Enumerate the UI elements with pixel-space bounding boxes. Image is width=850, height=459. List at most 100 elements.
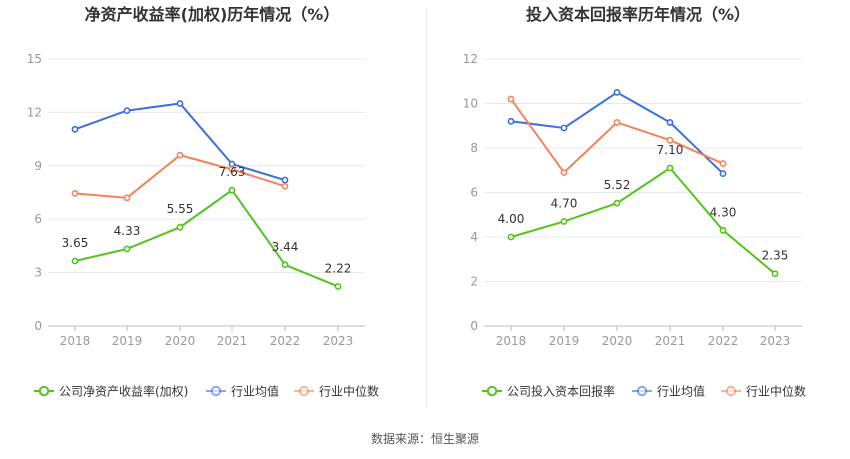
data-point-company: [719, 226, 727, 234]
legend-label: 行业均值: [231, 384, 279, 399]
data-label: 5.52: [604, 178, 631, 192]
x-tick-label: 2019: [549, 334, 580, 348]
data-point-company: [560, 218, 568, 225]
series-line-company: [510, 166, 776, 275]
y-tick-label: 3: [34, 266, 42, 280]
y-tick-label: 12: [27, 105, 42, 119]
data-point-median: [281, 182, 289, 190]
chart-divider: [426, 8, 427, 408]
legend-item-median: 行业中位数: [721, 384, 806, 399]
data-point-median: [613, 119, 621, 126]
legend-label: 行业中位数: [746, 384, 806, 399]
data-label: 3.65: [62, 236, 89, 250]
legend-item-avg: 行业均值: [206, 384, 279, 399]
series-line-avg: [510, 91, 724, 175]
legend-label: 行业中位数: [319, 384, 379, 399]
data-point-avg: [176, 100, 184, 107]
data-point-company: [334, 283, 342, 290]
data-label: 4.70: [551, 196, 578, 210]
data-point-median: [176, 151, 184, 159]
x-tick-label: 2019: [112, 334, 143, 348]
data-label: 2.35: [762, 249, 789, 263]
data-point-median: [560, 169, 568, 176]
y-tick-label: 0: [470, 319, 478, 333]
data-label: 4.00: [498, 212, 525, 226]
legend-label: 公司投入资本回报率: [507, 384, 615, 399]
y-tick-label: 4: [470, 230, 478, 244]
y-tick-label: 8: [470, 141, 478, 155]
data-label: 5.55: [167, 202, 194, 216]
data-point-median: [719, 160, 727, 167]
data-point-avg: [281, 176, 289, 184]
data-point-median: [666, 136, 674, 144]
legend-item-company: 公司投入资本回报率: [482, 384, 615, 399]
legend-marker: [486, 385, 498, 397]
y-tick-label: 12: [463, 52, 478, 66]
data-point-avg: [507, 117, 515, 125]
data-point-median: [507, 95, 515, 103]
data-point-avg: [71, 125, 79, 133]
data-point-avg: [666, 119, 674, 126]
x-tick-label: 2018: [496, 334, 527, 348]
y-tick-label: 2: [470, 275, 478, 289]
x-tick-label: 2018: [60, 334, 91, 348]
data-point-median: [123, 194, 131, 202]
data-point-avg: [719, 170, 727, 177]
legend-marker: [38, 385, 50, 397]
legend-marker: [298, 385, 310, 397]
x-tick-label: 2020: [165, 334, 196, 348]
data-label: 7.63: [219, 165, 246, 179]
data-point-median: [71, 189, 79, 197]
y-tick-label: 6: [470, 186, 478, 200]
data-point-avg: [613, 88, 621, 96]
legend-marker: [210, 385, 222, 397]
legend-marker: [636, 385, 648, 397]
chart-title: 投入资本回报率历年情况（%）: [526, 5, 750, 24]
series-line-company: [74, 188, 339, 288]
data-label: 3.44: [272, 240, 299, 254]
data-point-company: [771, 270, 779, 278]
series-line-avg: [74, 102, 286, 181]
legend-label: 公司净资产收益率(加权): [59, 384, 188, 399]
data-label: 4.33: [114, 224, 141, 238]
data-label: 7.10: [657, 143, 684, 157]
data-point-median: [228, 165, 236, 173]
y-tick-label: 9: [34, 159, 42, 173]
data-label: 2.22: [325, 261, 352, 275]
data-point-company: [281, 261, 289, 269]
data-point-company: [613, 199, 621, 207]
data-point-company: [71, 257, 79, 265]
y-tick-label: 0: [34, 319, 42, 333]
x-tick-label: 2020: [602, 334, 633, 348]
x-tick-label: 2021: [217, 334, 248, 348]
legend-item-company: 公司净资产收益率(加权): [34, 384, 188, 399]
data-point-company: [507, 233, 515, 241]
series-line-median: [74, 154, 286, 199]
x-tick-label: 2022: [270, 334, 301, 348]
legend-marker: [725, 385, 737, 397]
y-tick-label: 10: [463, 97, 478, 111]
x-tick-label: 2022: [708, 334, 739, 348]
chart-2: 投入资本回报率历年情况（%） 0 2 4 6 8 10 12 2018 2019 2020 2021 2…: [463, 5, 806, 399]
legend-label: 行业均值: [657, 384, 705, 399]
data-point-company: [666, 164, 674, 172]
y-tick-label: 6: [34, 212, 42, 226]
data-label: 4.30: [710, 205, 737, 219]
x-tick-label: 2021: [655, 334, 686, 348]
data-point-avg: [560, 124, 568, 132]
x-tick-label: 2023: [323, 334, 354, 348]
series-line-median: [510, 98, 724, 174]
y-tick-label: 15: [27, 52, 42, 66]
chart-1: 净资产收益率(加权)历年情况（%） 0 3 6 9 12 15 2018 2019 2020 202…: [27, 5, 379, 399]
legend-item-avg: 行业均值: [632, 384, 705, 399]
data-point-company: [123, 245, 131, 253]
chart-title: 净资产收益率(加权)历年情况（%）: [85, 5, 340, 24]
data-point-company: [228, 186, 236, 194]
data-source: 数据来源：恒生聚源: [370, 432, 479, 446]
data-point-avg: [123, 107, 131, 115]
data-point-company: [176, 223, 184, 231]
x-tick-label: 2023: [760, 334, 791, 348]
legend-item-median: 行业中位数: [294, 384, 379, 399]
